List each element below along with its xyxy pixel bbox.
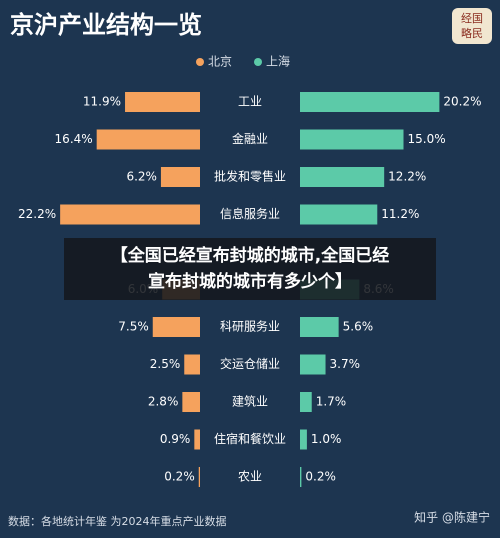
bar — [300, 129, 404, 150]
value-label: 1.0% — [311, 432, 342, 446]
category-label: 农业 — [238, 470, 262, 484]
bar — [194, 429, 200, 450]
banner-text: 【全国已经宣布封城的城市,全国已经 — [111, 245, 389, 266]
value-label: 0.9% — [160, 432, 191, 446]
bar — [125, 92, 200, 112]
logo-text: 略民 — [461, 26, 483, 40]
chart-title: 京沪产业结构一览 — [10, 11, 202, 39]
value-label: 15.0% — [408, 132, 446, 146]
bar — [300, 392, 312, 412]
category-label: 交运仓储业 — [220, 356, 280, 371]
value-label: 5.6% — [343, 320, 374, 334]
value-label: 12.2% — [388, 170, 426, 184]
bar — [182, 392, 200, 412]
value-label: 11.9% — [83, 95, 121, 109]
banner-box — [64, 238, 436, 300]
value-label: 22.2% — [18, 207, 56, 221]
watermark: 知乎 @陈建宁 — [414, 510, 490, 525]
bar — [300, 92, 440, 112]
value-label: 3.7% — [330, 357, 361, 371]
bar — [152, 317, 200, 337]
bar — [184, 354, 200, 375]
banner-text: 宣布封城的城市有多少个】 — [148, 271, 352, 292]
value-label: 6.2% — [126, 170, 157, 184]
value-label: 0.2% — [164, 470, 195, 484]
legend-swatch — [254, 58, 262, 66]
bar — [300, 204, 378, 225]
bar — [300, 429, 307, 450]
bar — [60, 204, 200, 225]
bar — [96, 129, 200, 150]
category-label: 工业 — [238, 95, 262, 109]
category-label: 科研服务业 — [220, 319, 280, 334]
value-label: 11.2% — [381, 207, 419, 221]
value-label: 7.5% — [118, 320, 149, 334]
source: 数据：各地统计年鉴 为2024年重点产业数据 — [8, 514, 227, 528]
value-label: 2.8% — [148, 395, 179, 409]
bar — [300, 354, 326, 375]
category-label: 住宿和餐饮业 — [214, 431, 286, 446]
value-label: 20.2% — [443, 95, 481, 109]
value-label: 0.2% — [305, 470, 336, 484]
value-label: 1.7% — [316, 395, 347, 409]
bar — [198, 467, 200, 487]
category-label: 信息服务业 — [220, 206, 280, 221]
logo-text: 经国 — [461, 12, 483, 25]
value-label: 16.4% — [55, 132, 93, 146]
category-label: 建筑业 — [232, 394, 268, 409]
legend-label: 上海 — [266, 54, 290, 69]
bar — [160, 167, 200, 187]
legend-label: 北京 — [208, 55, 232, 69]
logo-box — [452, 8, 492, 44]
value-label: 2.5% — [150, 357, 181, 371]
bar — [300, 467, 302, 487]
category-label: 金融业 — [232, 131, 268, 146]
bar — [300, 167, 385, 187]
category-label: 批发和零售业 — [214, 169, 286, 184]
legend-swatch — [196, 58, 204, 66]
bar — [300, 317, 339, 337]
